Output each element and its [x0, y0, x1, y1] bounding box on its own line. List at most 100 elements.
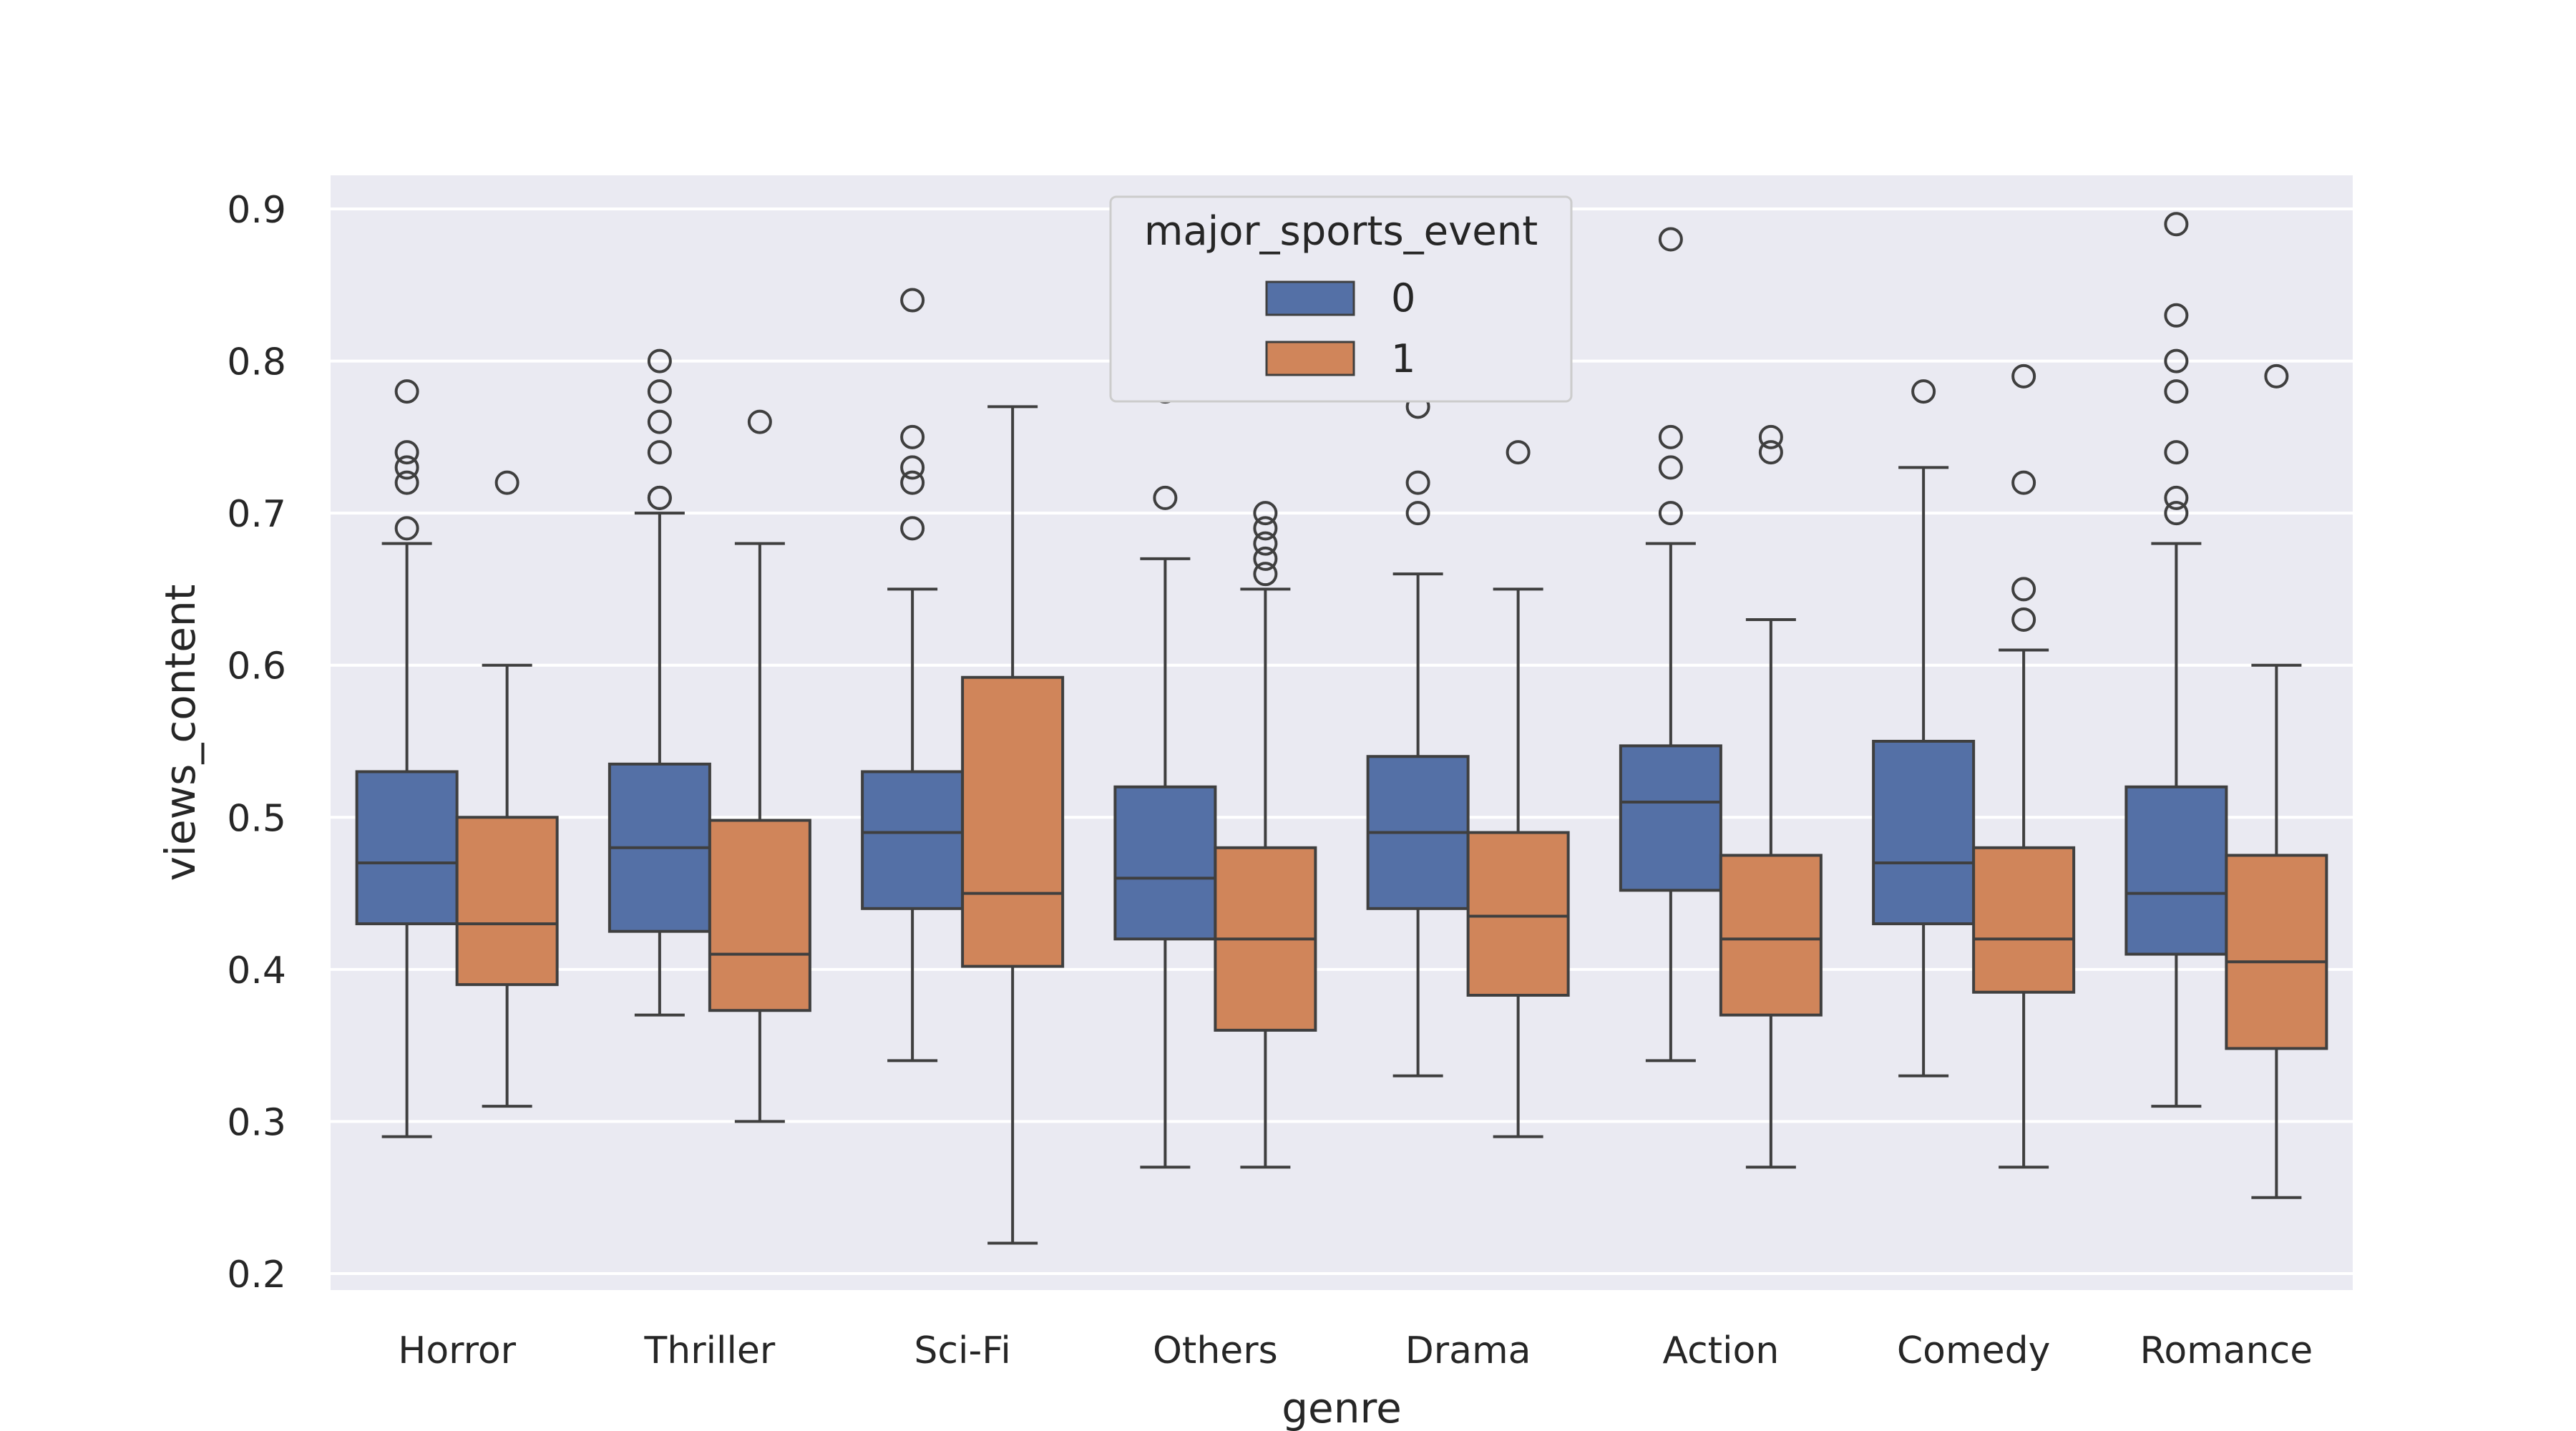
x-tick-label: Drama — [1405, 1329, 1531, 1372]
box — [961, 675, 1065, 968]
box — [1872, 740, 1976, 926]
legend-swatch-0 — [1265, 280, 1355, 316]
outlier-point — [2264, 363, 2289, 389]
box-group — [1619, 227, 1722, 1063]
box-group — [1872, 379, 1976, 1078]
outlier-point — [1658, 424, 1683, 449]
outlier-point — [2011, 363, 2036, 389]
outlier-point — [900, 516, 925, 541]
y-tick-label: 0.9 — [227, 189, 286, 232]
outlier-point — [1758, 424, 1783, 449]
outlier-point — [647, 348, 672, 373]
box-group — [455, 470, 559, 1108]
outlier-point — [900, 288, 925, 313]
x-tick-label: Horror — [398, 1329, 516, 1372]
outlier-point — [2011, 607, 2036, 632]
y-tick-label: 0.7 — [227, 493, 286, 536]
outlier-point — [900, 455, 925, 480]
box-series — [355, 212, 2328, 1245]
y-tick-label: 0.5 — [227, 797, 286, 840]
outlier-point — [1758, 440, 1783, 465]
box-group — [1972, 363, 2076, 1169]
x-tick-label: Action — [1662, 1329, 1779, 1372]
outlier-point — [394, 470, 419, 495]
outlier-point — [1658, 227, 1683, 252]
outlier-point — [747, 409, 772, 434]
outlier-point — [900, 424, 925, 449]
box — [355, 770, 459, 926]
box-group — [861, 288, 965, 1063]
outlier-point — [2164, 485, 2189, 510]
box-group — [1719, 424, 1823, 1169]
legend-entry-1: 1 — [1391, 336, 1415, 381]
box — [1972, 846, 2076, 994]
box-group — [2124, 212, 2228, 1108]
legend: major_sports_event 0 1 — [1109, 195, 1573, 403]
y-tick-label: 0.2 — [227, 1254, 286, 1296]
y-axis-label: views_content — [156, 585, 205, 881]
y-tick-label: 0.8 — [227, 341, 286, 384]
outlier-point — [394, 379, 419, 404]
box — [1719, 854, 1823, 1017]
box-group — [961, 405, 1065, 1245]
box — [2124, 785, 2228, 956]
legend-entry-0: 0 — [1391, 275, 1415, 321]
outlier-point — [1253, 531, 1278, 556]
outlier-point — [394, 516, 419, 541]
x-tick-label: Others — [1153, 1329, 1278, 1372]
legend-title: major_sports_event — [1144, 208, 1538, 255]
outlier-point — [1506, 440, 1531, 465]
outlier-point — [647, 409, 672, 434]
box — [1113, 785, 1217, 941]
outlier-point — [1911, 379, 1936, 404]
x-tick-label: Romance — [2140, 1329, 2313, 1372]
outlier-point — [1658, 455, 1683, 480]
y-tick-labels: 0.2 0.3 0.4 0.5 0.6 0.7 0.8 0.9 — [227, 189, 286, 1296]
outlier-point — [394, 455, 419, 480]
outlier-point — [2011, 470, 2036, 495]
outlier-point — [1658, 501, 1683, 526]
box-group — [1366, 394, 1470, 1078]
outlier-point — [647, 379, 672, 404]
box — [861, 770, 965, 910]
outlier-point — [1405, 470, 1430, 495]
outlier-point — [1253, 501, 1278, 526]
box-group — [1466, 440, 1570, 1138]
outlier-point — [1405, 501, 1430, 526]
x-axis-label: genre — [1282, 1384, 1402, 1431]
box-group — [608, 348, 711, 1017]
outlier-point — [1153, 485, 1178, 510]
outlier-point — [2164, 501, 2189, 526]
box-group — [355, 379, 459, 1138]
x-tick-label: Thriller — [643, 1329, 775, 1372]
outlier-point — [494, 470, 519, 495]
outlier-point — [2164, 212, 2189, 237]
outlier-point — [2164, 440, 2189, 465]
outlier-point — [1253, 562, 1278, 587]
outlier-point — [2164, 303, 2189, 328]
outlier-point — [2164, 379, 2189, 404]
outlier-point — [2164, 348, 2189, 373]
box-group — [2225, 363, 2328, 1199]
x-tick-label: Comedy — [1897, 1329, 2051, 1372]
y-tick-label: 0.4 — [227, 949, 286, 992]
box — [2225, 854, 2328, 1050]
box — [1466, 831, 1570, 997]
outlier-point — [647, 440, 672, 465]
box — [708, 819, 811, 1012]
legend-swatch-1 — [1265, 341, 1355, 376]
x-tick-labels: Horror Thriller Sci-Fi Others Drama Action Com… — [398, 1329, 2313, 1372]
outlier-point — [1253, 516, 1278, 541]
box — [1619, 744, 1722, 892]
outlier-point — [900, 470, 925, 495]
box — [455, 816, 559, 987]
y-tick-label: 0.6 — [227, 645, 286, 688]
outlier-point — [394, 440, 419, 465]
x-tick-label: Sci-Fi — [914, 1329, 1010, 1372]
y-tick-label: 0.3 — [227, 1101, 286, 1144]
box-group — [708, 409, 811, 1123]
outlier-point — [1253, 546, 1278, 571]
outlier-point — [2011, 577, 2036, 602]
outlier-point — [647, 485, 672, 510]
